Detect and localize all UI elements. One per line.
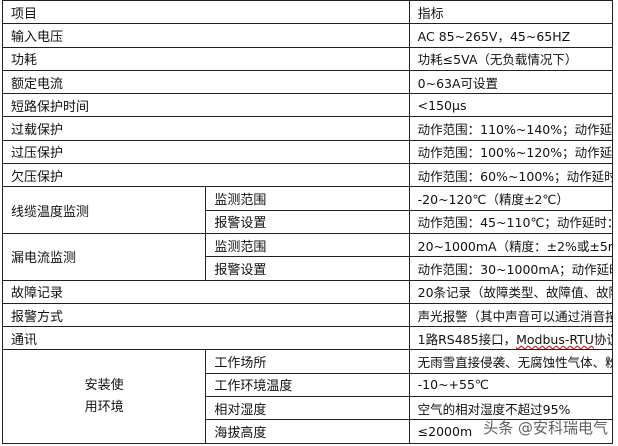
row-value: <150μs — [408, 93, 614, 118]
sub-label: 相对湿度 — [205, 396, 410, 421]
spellcheck-word: Modbus-RTU — [516, 331, 594, 347]
sub-label: 监测范围 — [205, 186, 410, 211]
row-label: 故障记录 — [2, 279, 410, 304]
row-value: ≤2000m — [408, 419, 614, 444]
row-value: 动作范围：100%~120%；动作延时：0~60s — [408, 139, 614, 165]
row-value: 20~1000mA（精度：±2%或±5mA） — [408, 232, 614, 258]
table-row: 功耗 功耗≤5VA（无负载情况下） — [2, 46, 614, 71]
header-item: 项目 — [2, 0, 410, 25]
row-value: 动作范围：110%~140%；动作延时：3~60s — [408, 116, 614, 141]
row-label: 过压保护 — [2, 139, 410, 165]
sub-label: 报警设置 — [205, 256, 410, 281]
table-header: 项目 指标 — [2, 0, 614, 25]
row-value: 无雨雪直接侵袭、无腐蚀性气体、粉尘，无剧烈震动的场所 — [408, 349, 614, 374]
row-value: -10~+55℃ — [408, 372, 614, 398]
row-label: 报警方式 — [2, 302, 410, 328]
row-value: AC 85~265V，45~65HZ — [408, 23, 614, 48]
row-label: 额定电流 — [2, 69, 410, 95]
table-row: 相对湿度 空气的相对湿度不超过95% — [3, 396, 614, 421]
comm-text: 1路RS485接口， — [417, 331, 517, 347]
table-row: 海拔高度 ≤2000m — [3, 419, 614, 444]
row-value: 动作范围：30~1000mA；动作延时：0~60s — [408, 256, 614, 281]
row-label: 过载保护 — [2, 116, 410, 141]
table-row: 额定电流 0~63A可设置 — [2, 69, 614, 95]
env-label-line: 安装使 — [84, 377, 124, 393]
row-value: 动作范围：45~110℃；动作延时：0~60s — [408, 209, 614, 234]
header-spec: 指标 — [408, 0, 614, 25]
sub-label: 监测范围 — [205, 232, 410, 258]
sub-label: 工作场所 — [205, 349, 410, 374]
group-label: 漏电流监测 — [1, 232, 207, 281]
row-label: 短路保护时间 — [2, 93, 410, 118]
table-row: 工作环境温度 -10~+55℃ — [3, 372, 614, 398]
table-row: 报警设置 动作范围：45~110℃；动作延时：0~60s — [3, 209, 614, 234]
row-value: 声光报警（其中声音可以通过消音按键消除） — [408, 302, 614, 328]
row-label: 通讯 — [2, 326, 410, 351]
row-value: 20条记录（故障类型、故障值、故障时间） — [408, 279, 614, 304]
table-row: 通讯 1路RS485接口，Modbus-RTU协议；1路2G无线通讯 — [2, 326, 614, 351]
sub-label: 海拔高度 — [205, 419, 410, 444]
row-label: 欠压保护 — [2, 163, 410, 188]
table-row: 报警设置 动作范围：30~1000mA；动作延时：0~60s — [3, 256, 614, 281]
group-label: 线缆温度监测 — [1, 186, 207, 234]
row-value: 功耗≤5VA（无负载情况下） — [408, 46, 614, 71]
row-label: 功耗 — [2, 46, 410, 71]
sub-label: 工作环境温度 — [205, 372, 410, 398]
row-label: 输入电压 — [2, 23, 410, 48]
comm-text: 协议；1路2G无线通讯 — [593, 331, 612, 347]
sub-label: 报警设置 — [205, 209, 410, 234]
table-row: 线缆温度监测 监测范围 -20~120℃（精度±2℃） — [1, 186, 614, 234]
group-label: 安装使 用环境 — [1, 349, 207, 444]
row-value: 1路RS485接口，Modbus-RTU协议；1路2G无线通讯 — [408, 326, 614, 351]
env-label-line: 用环境 — [84, 399, 124, 415]
row-value: 空气的相对湿度不超过95% — [408, 396, 614, 421]
table-row: 漏电流监测 监测范围 20~1000mA（精度：±2%或±5mA） — [1, 232, 614, 281]
row-value: 0~63A可设置 — [408, 69, 614, 95]
watermark: 头条 @安科瑞电气 — [483, 419, 608, 437]
table-row: 输入电压 AC 85~265V，45~65HZ — [2, 23, 614, 48]
row-value: 动作范围：60%~100%；动作延时：0~60s — [408, 163, 614, 188]
row-value: -20~120℃（精度±2℃） — [408, 186, 614, 211]
table-row: 短路保护时间 <150μs — [2, 93, 614, 118]
